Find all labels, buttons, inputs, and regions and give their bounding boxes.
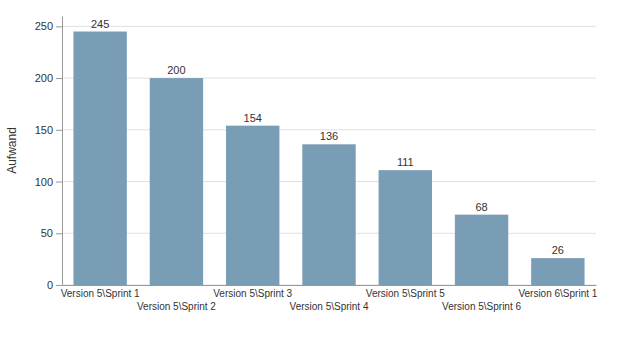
data-label: 200 xyxy=(167,64,185,76)
y-tick-label: 200 xyxy=(35,72,53,84)
x-axis-line xyxy=(63,285,597,286)
bar xyxy=(150,78,203,285)
y-tick-label: 50 xyxy=(41,227,53,239)
x-tick: Version 5\Sprint 2 xyxy=(137,301,216,312)
plot: 050100150200250Version 5\Sprint 1Version… xyxy=(5,17,598,312)
y-tick-label: 250 xyxy=(35,20,53,32)
x-tick: Version 5\Sprint 4 xyxy=(290,301,369,312)
data-label: 68 xyxy=(475,201,487,213)
y-tick: 200 xyxy=(35,72,62,84)
bar xyxy=(302,144,355,285)
data-label: 245 xyxy=(91,18,109,30)
x-tick: Version 5\Sprint 3 xyxy=(213,288,292,299)
y-tick-mark xyxy=(56,182,62,183)
data-label: 136 xyxy=(320,130,338,142)
y-tick: 250 xyxy=(35,20,62,32)
data-label: 26 xyxy=(552,244,564,256)
chart: 050100150200250Version 5\Sprint 1Version… xyxy=(0,0,618,340)
x-tick: Version 5\Sprint 1 xyxy=(61,288,140,299)
data-label: 111 xyxy=(397,156,414,168)
y-axis: 0 50 100 150 200 250 xyxy=(35,17,63,292)
x-tick-label: Version 5\Sprint 4 xyxy=(290,301,369,312)
bars xyxy=(73,32,584,285)
y-tick-mark xyxy=(56,233,62,234)
x-tick-label: Version 5\Sprint 3 xyxy=(213,288,292,299)
x-tick-label: Version 5\Sprint 6 xyxy=(442,301,521,312)
bar xyxy=(531,258,584,285)
x-tick-label: Version 5\Sprint 1 xyxy=(61,288,140,299)
x-axis: Version 5\Sprint 1 Version 5\Sprint 2 Vers… xyxy=(61,286,598,312)
grid xyxy=(62,26,596,285)
x-tick-label: Version 5\Sprint 2 xyxy=(137,301,216,312)
y-axis-title: Aufwand xyxy=(5,127,19,174)
bar xyxy=(73,32,126,285)
bar xyxy=(226,126,279,285)
y-tick-mark xyxy=(56,130,62,131)
bar xyxy=(455,215,508,285)
grid-line xyxy=(62,78,596,79)
x-tick: Version 5\Sprint 5 xyxy=(366,288,445,299)
y-tick-label: 150 xyxy=(35,124,53,136)
bar xyxy=(379,170,432,285)
x-tick-label: Version 6\Sprint 1 xyxy=(518,288,597,299)
y-tick-mark xyxy=(56,285,62,286)
x-tick: Version 6\Sprint 1 xyxy=(518,288,597,299)
y-tick: 100 xyxy=(35,176,62,188)
grid-line xyxy=(62,26,596,27)
y-tick: 150 xyxy=(35,124,62,136)
x-tick: Version 5\Sprint 6 xyxy=(442,301,521,312)
y-tick-mark xyxy=(56,78,62,79)
y-tick: 50 xyxy=(41,227,62,239)
y-tick-label: 0 xyxy=(47,279,53,291)
data-labels: 245 200 154 136 111 68 26 xyxy=(91,18,564,257)
y-tick-label: 100 xyxy=(35,176,53,188)
x-tick-label: Version 5\Sprint 5 xyxy=(366,288,445,299)
y-axis-line xyxy=(62,17,63,286)
y-tick-mark xyxy=(56,26,62,27)
data-label: 154 xyxy=(244,112,262,124)
